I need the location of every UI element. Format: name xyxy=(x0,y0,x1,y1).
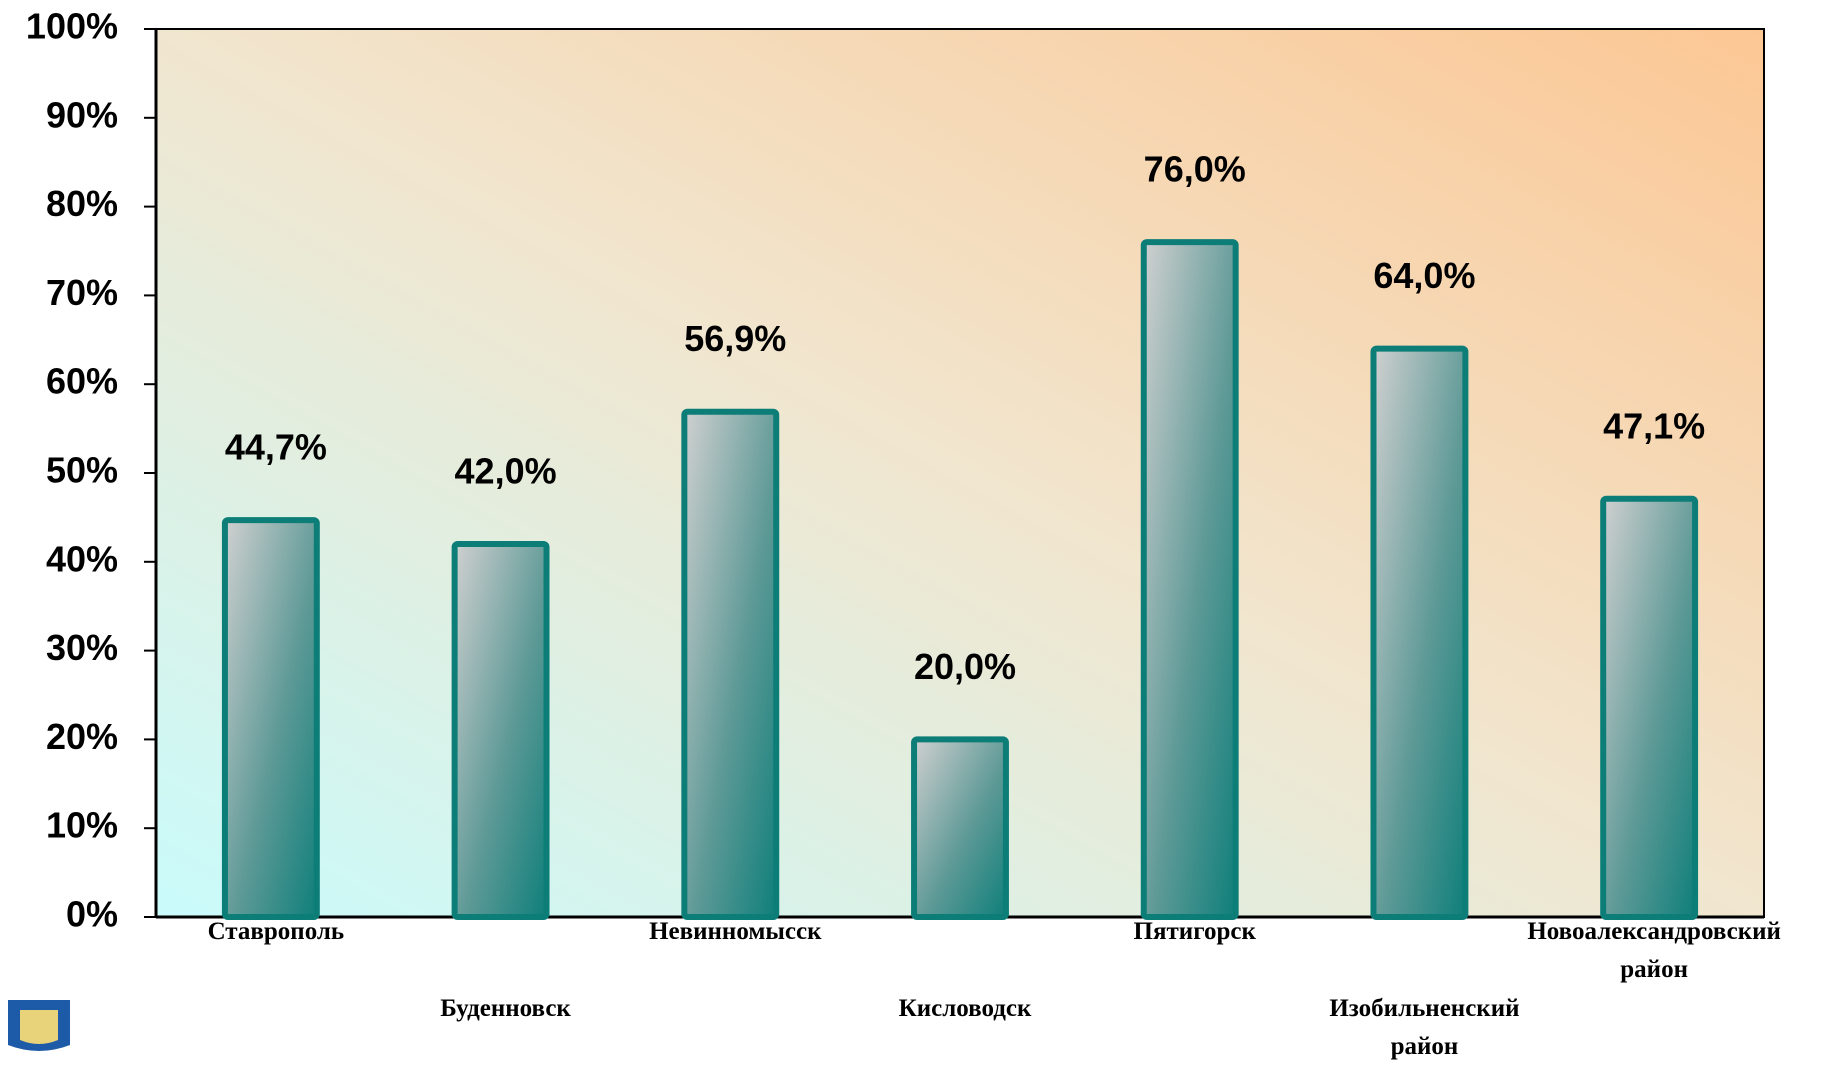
x-tick-label: Пятигорск xyxy=(1133,918,1256,945)
x-tick-label: Буденновск xyxy=(440,995,571,1022)
bar xyxy=(1600,495,1699,920)
value-label: 44,7% xyxy=(225,427,327,468)
value-label: 76,0% xyxy=(1144,149,1246,190)
x-tick-label: Кисловодск xyxy=(898,995,1032,1022)
value-label: 42,0% xyxy=(455,451,557,492)
value-label: 64,0% xyxy=(1373,255,1475,296)
bar xyxy=(911,736,1009,921)
bar xyxy=(1140,239,1239,920)
x-tick-label: Ставрополь xyxy=(207,918,345,945)
y-tick-label: 0% xyxy=(66,894,118,935)
y-tick-label: 20% xyxy=(46,716,118,757)
value-label: 47,1% xyxy=(1603,405,1705,446)
x-tick-label: Изобильненский район xyxy=(1329,995,1520,1060)
y-tick-label: 60% xyxy=(46,361,118,402)
y-tick-label: 40% xyxy=(46,538,118,579)
bar xyxy=(681,408,780,920)
bar xyxy=(221,517,320,921)
value-label: 20,0% xyxy=(914,646,1016,687)
bar xyxy=(1370,345,1469,920)
y-tick-label: 50% xyxy=(46,450,118,491)
y-tick-label: 100% xyxy=(26,6,118,47)
bar xyxy=(451,541,550,920)
y-tick-label: 90% xyxy=(46,94,118,135)
y-tick-label: 30% xyxy=(46,627,118,668)
y-tick-label: 70% xyxy=(46,272,118,313)
x-tick-label: Новоалександровский район xyxy=(1527,918,1781,983)
y-tick-label: 80% xyxy=(46,183,118,224)
x-tick-label: Невинномысск xyxy=(649,918,822,945)
value-label: 56,9% xyxy=(684,318,786,359)
emblem xyxy=(8,1000,70,1051)
y-tick-label: 10% xyxy=(46,805,118,846)
